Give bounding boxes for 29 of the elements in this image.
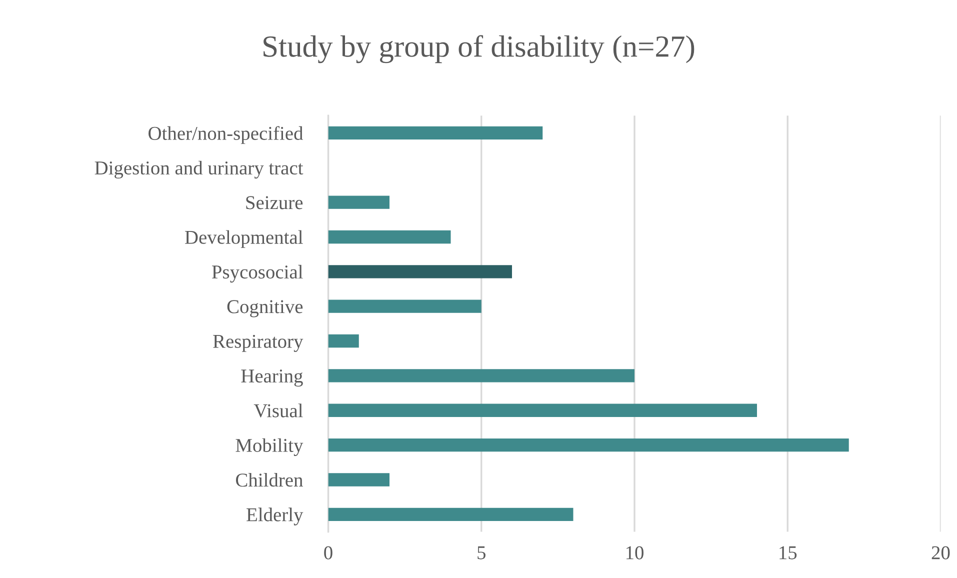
bar bbox=[328, 404, 757, 417]
y-tick-label: Developmental bbox=[185, 230, 303, 248]
chart-title: Study by group of disability (n=27) bbox=[264, 35, 694, 64]
x-tick-label: 5 bbox=[478, 546, 486, 560]
x-tick-label: 10 bbox=[626, 546, 644, 560]
bar bbox=[328, 300, 482, 313]
bar bbox=[328, 508, 574, 522]
y-tick-label: Mobility bbox=[236, 438, 304, 456]
y-tick-label: Hearing bbox=[241, 370, 303, 387]
y-tick-label: Other/non-specified bbox=[148, 126, 304, 144]
y-tick-label: Psycosocial bbox=[212, 264, 303, 283]
bar bbox=[328, 196, 390, 209]
bar bbox=[328, 126, 543, 140]
y-tick-label: Elderly bbox=[246, 508, 304, 526]
y-tick-label: Respiratory bbox=[213, 334, 304, 352]
x-tick-label: 0 bbox=[324, 546, 332, 560]
y-tick-label: Digestion and urinary tract bbox=[94, 160, 304, 179]
bar bbox=[328, 230, 451, 244]
bar bbox=[328, 438, 849, 452]
bar bbox=[328, 473, 390, 486]
bar bbox=[328, 265, 512, 278]
y-tick-label: Cognitive bbox=[227, 300, 303, 318]
y-tick-label: Visual bbox=[254, 404, 303, 418]
x-tick-label: 15 bbox=[780, 546, 797, 560]
y-tick-label: Children bbox=[236, 472, 303, 487]
bar bbox=[328, 369, 634, 382]
y-tick-label: Seizure bbox=[246, 196, 303, 210]
x-tick-label: 20 bbox=[932, 546, 950, 560]
bar bbox=[328, 334, 359, 348]
